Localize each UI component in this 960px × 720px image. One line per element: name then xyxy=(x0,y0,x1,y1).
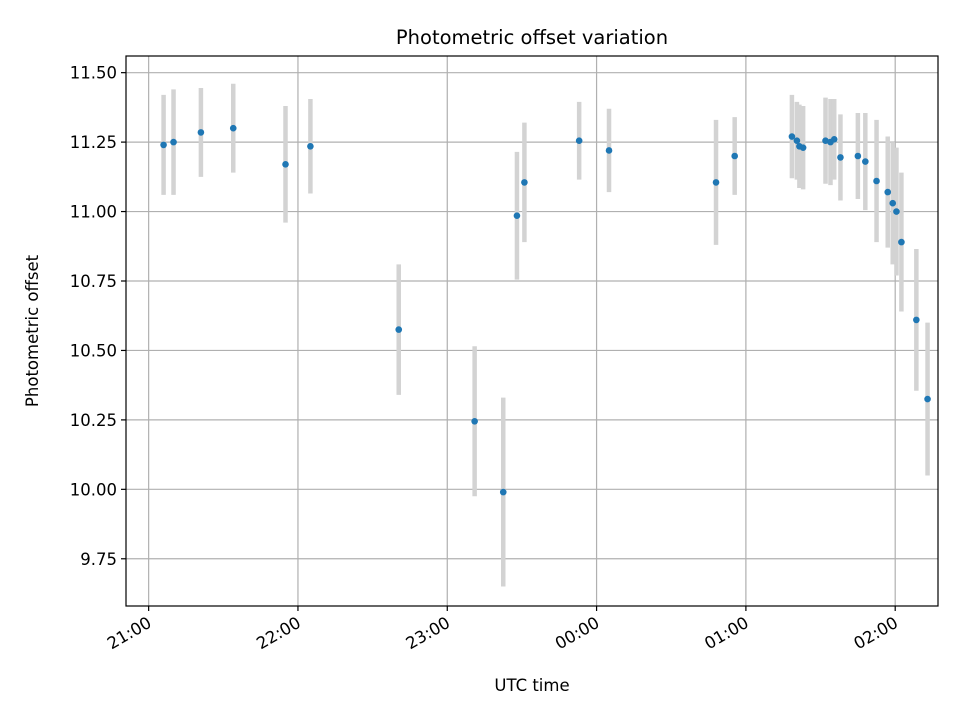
data-point xyxy=(884,188,892,196)
data-point xyxy=(307,142,314,150)
data-points xyxy=(160,124,931,496)
data-point xyxy=(913,316,920,324)
data-point xyxy=(731,152,738,160)
data-point xyxy=(395,326,403,333)
y-tick-label: 10.50 xyxy=(70,341,117,360)
data-point xyxy=(854,152,862,160)
data-point xyxy=(575,137,583,145)
data-point xyxy=(898,238,905,246)
data-point xyxy=(830,136,838,143)
y-tick-label: 11.50 xyxy=(70,64,117,83)
y-tick-label: 10.25 xyxy=(70,411,117,430)
x-axis-label: UTC time xyxy=(494,676,569,695)
chart-title: Photometric offset variation xyxy=(396,26,668,49)
y-tick-label: 10.00 xyxy=(70,480,117,499)
data-point xyxy=(513,212,521,220)
data-point xyxy=(873,177,880,185)
data-point xyxy=(889,199,897,207)
data-point xyxy=(521,179,528,186)
plot-area-frame xyxy=(125,55,939,607)
data-point xyxy=(197,129,205,136)
y-axis-ticks: 9.75 10.00 10.25 10.50 10.75 11.00 11.25 11.50 xyxy=(70,64,126,569)
data-point xyxy=(471,417,478,425)
data-point xyxy=(822,137,829,145)
data-point xyxy=(282,161,289,168)
data-point xyxy=(229,124,237,132)
data-point xyxy=(793,137,801,145)
data-point xyxy=(499,488,507,496)
data-point xyxy=(605,147,613,154)
data-point xyxy=(799,144,807,151)
data-point xyxy=(712,179,720,186)
data-point xyxy=(862,158,869,165)
data-point xyxy=(893,208,900,215)
data-point xyxy=(170,138,177,146)
data-point xyxy=(788,133,796,140)
y-tick-label: 10.75 xyxy=(70,272,117,291)
y-tick-label: 11.00 xyxy=(70,203,117,222)
y-tick-label: 11.25 xyxy=(70,133,117,152)
y-axis-label: Photometric offset xyxy=(23,254,42,407)
data-point xyxy=(837,154,844,161)
data-point xyxy=(160,141,167,149)
data-point xyxy=(924,395,931,403)
y-tick-label: 9.75 xyxy=(80,550,117,569)
